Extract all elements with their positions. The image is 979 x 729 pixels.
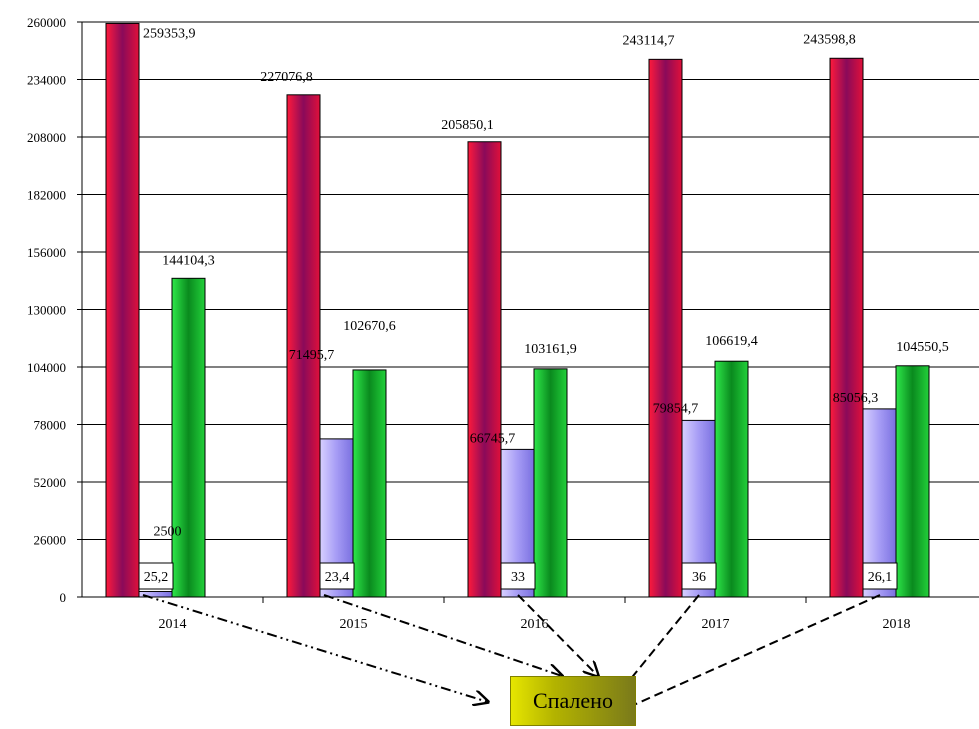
bar-red-2015 (286, 94, 321, 598)
burned-callout-box: Спалено (510, 676, 636, 726)
value-label-blue-2016: 66745,7 (470, 431, 516, 446)
y-tick-label: 156000 (27, 245, 66, 260)
y-tick-label: 0 (60, 590, 67, 605)
bar-red-2018 (829, 57, 864, 598)
y-tick-label: 104000 (27, 360, 66, 375)
y-tick-label: 182000 (27, 188, 66, 203)
callout-arrow-2015 (323, 594, 562, 676)
value-label-red-2014: 259353,9 (143, 26, 196, 41)
callout-arrows (142, 594, 881, 712)
y-tick-label: 26000 (34, 533, 67, 548)
bar-red-2016 (467, 141, 502, 598)
value-label-blue-2017: 79854,7 (653, 401, 699, 416)
value-label-green-2014: 144104,3 (162, 253, 215, 268)
x-tick-label: 2016 (521, 617, 549, 632)
bar-green-2014 (171, 277, 206, 598)
y-tick-label: 260000 (27, 15, 66, 30)
value-label-blue-2015: 71495,7 (289, 348, 335, 363)
burned-value-box-2016 (500, 562, 536, 590)
y-tick-label: 78000 (34, 418, 67, 433)
callout-arrow-2018 (618, 594, 881, 712)
value-label-green-2018: 104550,5 (896, 340, 949, 355)
y-tick-label: 130000 (27, 303, 66, 318)
gridlines (82, 21, 979, 540)
bar-green-2016 (533, 368, 568, 598)
y-tick-label: 208000 (27, 130, 66, 145)
axes: 0 26000 52000 78000 104000 130000 156000 182000… (27, 15, 979, 632)
callout-arrow-2016 (517, 594, 598, 676)
callout-arrow-2014 (142, 594, 488, 702)
burned-value-label-2016: 33 (511, 570, 525, 585)
y-tick-label: 52000 (34, 475, 67, 490)
value-label-red-2017: 243114,7 (623, 33, 675, 48)
burned-value-label-2017: 36 (692, 570, 706, 585)
burned-value-box-2015 (319, 562, 355, 590)
burned-value-box-2017 (681, 562, 717, 590)
x-tick-label: 2018 (883, 617, 911, 632)
bar-red-2014 (105, 22, 140, 598)
callout-arrow-2017 (620, 594, 700, 692)
bar-red-2017 (648, 58, 683, 598)
value-label-blue-2014: 2500 (154, 524, 182, 539)
value-label-blue-2018: 85056,3 (833, 391, 879, 406)
x-tick-label: 2014 (159, 617, 187, 632)
burned-value-label-2015: 23,4 (325, 570, 350, 585)
value-label-red-2016: 205850,1 (441, 118, 494, 133)
value-label-green-2017: 106619,4 (705, 334, 758, 349)
value-label-green-2015: 102670,6 (343, 319, 396, 334)
x-tick-label: 2015 (340, 617, 368, 632)
value-label-green-2016: 103161,9 (524, 342, 577, 357)
burned-value-box-2018 (862, 562, 898, 590)
value-label-red-2018: 243598,8 (803, 32, 856, 47)
burned-value-label-2014: 25,2 (144, 570, 169, 585)
bar-green-2015 (352, 369, 387, 598)
burned-value-label-2018: 26,1 (868, 570, 893, 585)
y-tick-label: 234000 (27, 73, 66, 88)
value-label-red-2015: 227076,8 (260, 70, 313, 85)
burned-value-box-2014 (138, 562, 174, 590)
bar-green-2018 (895, 365, 930, 598)
bars (105, 22, 930, 598)
data-labels: 259353,9 227076,8 205850,1 243114,7 243598,8… (138, 26, 949, 590)
x-tick-label: 2017 (702, 617, 730, 632)
bar-green-2017 (714, 360, 749, 598)
